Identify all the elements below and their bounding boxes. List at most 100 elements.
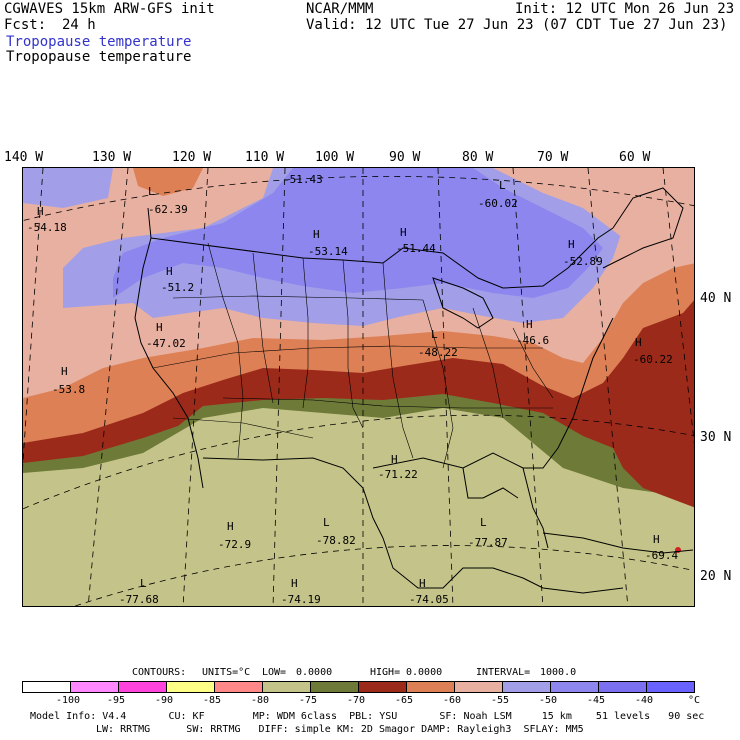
extremum-value: -62.39	[148, 203, 188, 216]
field-contour-title: Tropopause temperature	[6, 49, 192, 65]
extremum-type: H	[291, 577, 298, 590]
colorbar-swatch	[646, 681, 695, 693]
extremum-value: -77.87	[468, 536, 508, 549]
lon-label: 60 W	[619, 150, 651, 165]
extremum-type: H	[419, 577, 426, 590]
extremum-value: -46.6	[516, 334, 550, 347]
extremum-type: H	[166, 265, 173, 278]
band-pocket-m65-m60	[133, 168, 203, 196]
colorbar-swatch	[310, 681, 359, 693]
colorbar-unit: °C	[688, 695, 701, 706]
lon-label: 130 W	[92, 150, 132, 165]
extremum-value: -77.68	[119, 593, 159, 606]
valid-time: Valid: 12 UTC Tue 27 Jun 23 (07 CDT Tue …	[306, 17, 728, 33]
extremum-value: -60.22	[633, 353, 673, 366]
extremum-type: L	[148, 185, 155, 198]
colorbar-swatch	[502, 681, 551, 693]
colorbar-tick: -65	[395, 695, 414, 706]
extremum-type: H	[156, 321, 163, 334]
high-value: 0.0000	[406, 667, 443, 678]
lon-label: 80 W	[462, 150, 494, 165]
lat-label: 20 N	[700, 569, 732, 584]
colorbar-swatch	[262, 681, 311, 693]
org-label: NCAR/MMM	[306, 1, 374, 17]
colorbar-tick: -95	[107, 695, 126, 706]
extremum-type: H	[568, 238, 575, 251]
band-pocket-west	[23, 168, 113, 208]
extremum-type: H	[526, 318, 533, 331]
model-info-line1: Model Info: V4.4 CU: KF MP: WDM 6class P…	[30, 711, 705, 722]
extremum-value: -78.82	[316, 534, 356, 547]
extremum-type: H	[391, 453, 398, 466]
colorbar-swatch	[550, 681, 599, 693]
extremum-type: L	[431, 328, 438, 341]
extremum-type: L	[140, 577, 147, 590]
extremum-type: H	[313, 228, 320, 241]
colorbar-tick: -45	[587, 695, 606, 706]
extremum-value: -51.2	[161, 281, 195, 294]
lat-label: 40 N	[700, 291, 732, 306]
model-title: CGWAVES 15km ARW-GFS init	[4, 1, 215, 17]
extremum-type: L	[480, 516, 487, 529]
extremum-type: L	[323, 516, 330, 529]
colorbar-tick: -70	[347, 695, 366, 706]
colorbar-tick: -90	[155, 695, 174, 706]
high-label: HIGH=	[370, 667, 401, 678]
graticule	[23, 168, 694, 606]
extremum-value: -54.18	[27, 221, 67, 234]
colorbar-swatch	[358, 681, 407, 693]
colorbar-tick: -75	[299, 695, 318, 706]
init-time: Init: 12 UTC Mon 26 Jun 23	[515, 1, 735, 17]
interval-label: INTERVAL=	[476, 667, 531, 678]
tropopause-temperature-map: L -62.39 H -54.18 -51.43 L -60.02 H -53.…	[22, 167, 695, 607]
field-colored-title: Tropopause temperature	[6, 34, 192, 50]
colorbar-swatch	[454, 681, 503, 693]
lon-label: 120 W	[172, 150, 212, 165]
colorbar-tick: -55	[491, 695, 510, 706]
state-borders	[152, 242, 554, 469]
band-pocket-ne	[493, 168, 694, 263]
extremum-value: -53.14	[308, 245, 348, 258]
extremum-value: -60.02	[478, 197, 518, 210]
colorbar-tick: -40	[635, 695, 654, 706]
extremum-type: H	[61, 365, 68, 378]
extremum-value: -47.02	[146, 337, 186, 350]
lon-label: 110 W	[245, 150, 285, 165]
map-canvas	[23, 168, 694, 606]
extremum-value: -71.22	[378, 468, 418, 481]
contours-label: CONTOURS:	[132, 667, 187, 678]
extremum-value: -74.05	[409, 593, 449, 606]
lat-label: 30 N	[700, 430, 732, 445]
lon-label: 90 W	[389, 150, 421, 165]
colorbar-swatch	[406, 681, 455, 693]
interval-value: 1000.0	[540, 667, 577, 678]
colorbar-tick: -85	[203, 695, 222, 706]
extremum-type: H	[37, 205, 44, 218]
extremum-value: -53.8	[52, 383, 86, 396]
fcst-label: Fcst:	[4, 17, 47, 33]
extremum-value: -48.22	[418, 346, 458, 359]
extremum-type: L	[499, 179, 506, 192]
extremum-type: H	[227, 520, 234, 533]
extremum-value: -51.43	[283, 173, 323, 186]
lon-label: 140 W	[4, 150, 44, 165]
colorbar-swatch	[70, 681, 119, 693]
extremum-value: -69.4	[645, 549, 679, 562]
extremum-value: -51.44	[396, 242, 436, 255]
lon-label: 100 W	[315, 150, 355, 165]
colorbar-swatch	[598, 681, 647, 693]
fcst-value: 24 h	[62, 17, 96, 33]
units-label: UNITS=°C	[202, 667, 251, 678]
band-m50-m45	[113, 168, 603, 298]
colorbar-swatch	[214, 681, 263, 693]
extremum-type: H	[635, 336, 642, 349]
model-info-line2: LW: RRTMG SW: RRTMG DIFF: simple KM: 2D …	[96, 724, 584, 735]
low-value: 0.0000	[296, 667, 333, 678]
colorbar-swatch	[118, 681, 167, 693]
colorbar-tick: -60	[443, 695, 462, 706]
lon-label: 70 W	[537, 150, 569, 165]
extremum-value: -52.89	[563, 255, 603, 268]
extremum-type: H	[653, 533, 660, 546]
extremum-type: H	[400, 226, 407, 239]
colorbar-tick: -80	[251, 695, 270, 706]
